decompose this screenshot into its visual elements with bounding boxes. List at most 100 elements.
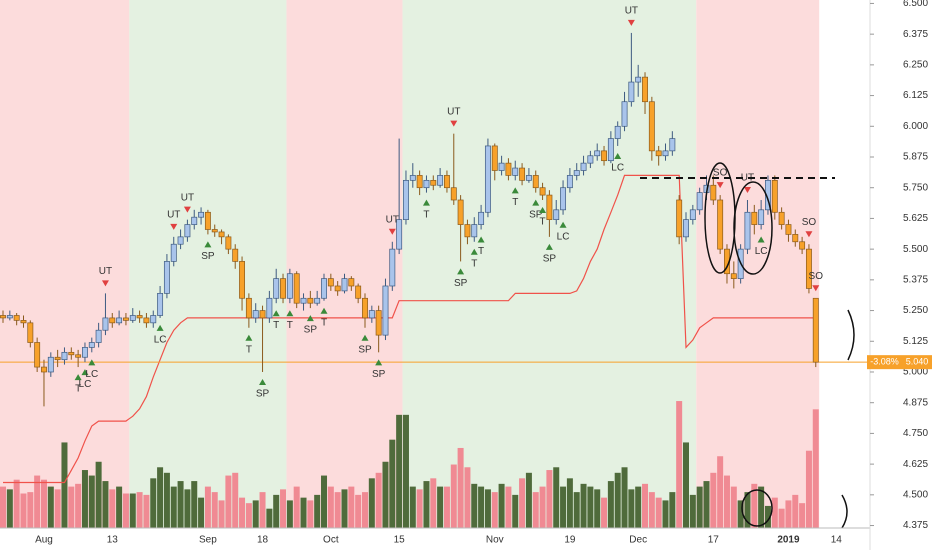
candle-body xyxy=(689,209,696,221)
candle-body xyxy=(157,293,164,316)
x-tick-label: 2019 xyxy=(777,535,800,546)
candle-body xyxy=(266,297,273,319)
candle-body xyxy=(321,278,327,299)
candle-body xyxy=(184,224,191,238)
volume-bar xyxy=(805,450,812,528)
volume-bar xyxy=(136,492,143,528)
volume-bar xyxy=(792,494,799,528)
candle-body xyxy=(607,138,614,162)
y-tick-label: 6.250 xyxy=(903,60,928,71)
drawn-ellipse xyxy=(741,489,773,527)
signal-label: SP xyxy=(304,325,318,336)
volume-bar xyxy=(573,492,580,528)
signal-marker xyxy=(470,248,478,255)
candle-body xyxy=(204,211,211,230)
volume-bar xyxy=(389,439,396,528)
candle-body xyxy=(389,248,396,287)
drawn-ellipse xyxy=(733,181,773,275)
volume-bar xyxy=(799,503,806,528)
volume-bar xyxy=(689,494,696,528)
x-tick-label: 14 xyxy=(831,535,843,546)
volume-bar xyxy=(198,497,205,528)
signal-label: LC xyxy=(557,231,570,242)
x-tick-label: Aug xyxy=(35,535,53,546)
signal-label: T xyxy=(540,217,546,228)
volume-bar xyxy=(484,489,491,528)
signal-label: LC xyxy=(755,246,768,257)
candle-body xyxy=(88,342,95,348)
volume-bar xyxy=(252,500,259,528)
candle-body xyxy=(751,211,758,225)
signal-marker xyxy=(320,307,328,314)
candle-body xyxy=(34,342,41,368)
signal-marker xyxy=(88,359,96,366)
volume-bar xyxy=(143,494,150,528)
candle-body xyxy=(191,216,198,225)
candle-body xyxy=(614,125,621,139)
y-tick-label: 4.375 xyxy=(903,520,928,531)
candle-body xyxy=(771,179,778,213)
candle-body xyxy=(116,317,123,324)
candle-body xyxy=(621,101,628,127)
candle-body xyxy=(730,273,737,279)
candle-body xyxy=(799,241,806,250)
volume-bar xyxy=(498,483,505,528)
candle-body xyxy=(525,175,532,181)
volume-bar xyxy=(13,479,20,528)
volume-bar xyxy=(266,508,273,528)
candle-body xyxy=(676,199,683,238)
volume-bar xyxy=(785,500,792,528)
volume-bar xyxy=(293,486,300,528)
candle-body xyxy=(252,310,259,319)
volume-bar xyxy=(177,481,184,528)
volume-bar xyxy=(601,497,608,528)
volume-bar xyxy=(710,472,717,528)
signal-marker xyxy=(306,315,314,322)
candle-body xyxy=(355,285,362,299)
volume-bar xyxy=(662,500,669,528)
volume-bar xyxy=(471,483,478,528)
candle-body xyxy=(232,248,239,262)
zone xyxy=(696,0,820,528)
volume-bar xyxy=(737,500,744,528)
signal-label: UT xyxy=(625,6,638,17)
signal-label: T xyxy=(321,317,327,328)
volume-bar xyxy=(621,467,628,528)
volume-bar xyxy=(560,486,567,528)
signal-label: T xyxy=(512,197,518,208)
candle-body xyxy=(491,145,498,171)
signal-label: UT xyxy=(167,209,180,220)
signal-marker xyxy=(532,199,540,206)
candle-body xyxy=(553,209,560,221)
candle-body xyxy=(75,354,82,358)
volume-layer xyxy=(0,401,819,528)
volume-bar xyxy=(764,505,771,528)
signal-marker xyxy=(559,221,567,228)
volume-bar xyxy=(232,472,239,528)
volume-bar xyxy=(532,492,539,528)
signal-marker xyxy=(204,241,212,248)
candle-body xyxy=(122,317,129,321)
volume-bar xyxy=(450,464,457,528)
candle-body xyxy=(273,278,280,299)
candle-body xyxy=(642,76,648,103)
signal-marker xyxy=(450,120,458,127)
volume-bar xyxy=(20,493,27,528)
x-tick-label: 19 xyxy=(564,535,576,546)
candle-body xyxy=(635,76,642,83)
y-tick-label: 5.750 xyxy=(903,182,928,193)
y-tick-label: 6.000 xyxy=(903,121,928,132)
y-tick-label: 4.875 xyxy=(903,397,928,408)
x-tick-label: 15 xyxy=(394,535,406,546)
volume-bar xyxy=(368,478,375,528)
volume-bar xyxy=(512,494,519,528)
signal-label: T xyxy=(423,209,429,220)
y-tick-label: 6.500 xyxy=(903,0,928,9)
y-tick-label: 5.375 xyxy=(903,274,928,285)
signal-marker xyxy=(170,223,178,230)
volume-bar xyxy=(696,486,703,528)
y-tick-label: 5.125 xyxy=(903,336,928,347)
signal-marker xyxy=(627,19,635,26)
volume-bar xyxy=(539,486,546,528)
